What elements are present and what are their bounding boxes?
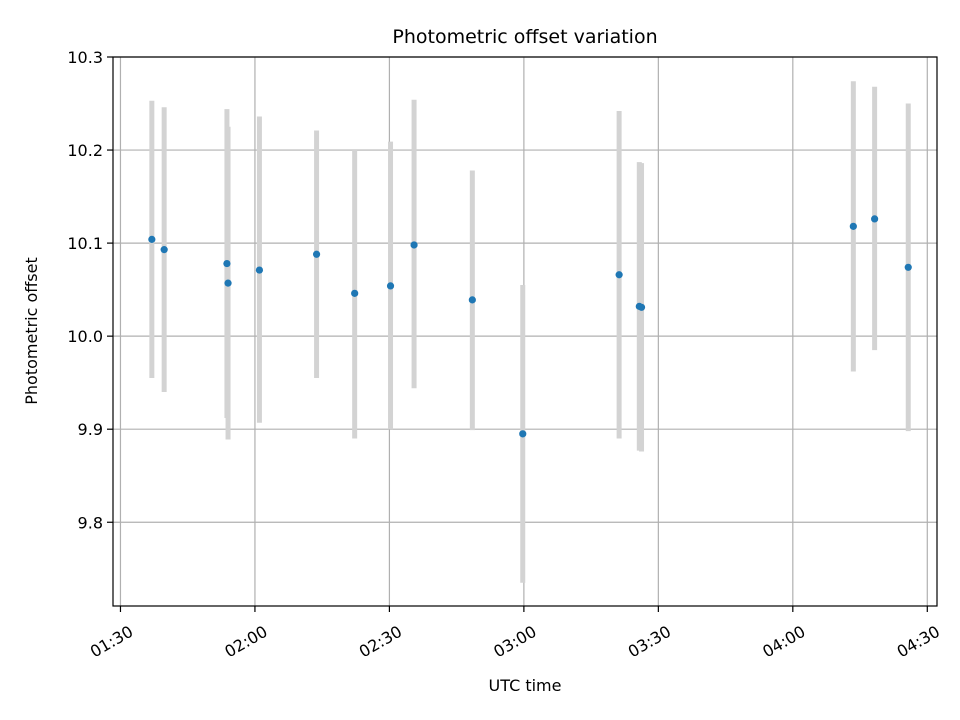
point-layer bbox=[148, 215, 912, 438]
data-point bbox=[312, 250, 321, 258]
y-tick-label: 9.9 bbox=[78, 420, 103, 439]
y-tick-label: 10.0 bbox=[67, 327, 103, 346]
data-point bbox=[519, 430, 527, 438]
data-point bbox=[637, 303, 646, 311]
y-axis-label: Photometric offset bbox=[22, 257, 41, 405]
data-point bbox=[468, 296, 476, 304]
data-point bbox=[410, 241, 418, 249]
data-point bbox=[904, 263, 912, 271]
data-point bbox=[615, 271, 623, 279]
data-point bbox=[351, 289, 359, 297]
data-point bbox=[849, 222, 857, 230]
y-tick-label: 10.2 bbox=[67, 141, 103, 160]
plot-frame bbox=[112, 56, 938, 607]
data-point bbox=[148, 235, 156, 243]
data-point bbox=[224, 279, 232, 287]
data-point bbox=[223, 259, 231, 268]
x-axis-label: UTC time bbox=[489, 676, 562, 695]
data-point bbox=[871, 215, 879, 223]
y-tick-label: 10.3 bbox=[67, 48, 103, 67]
data-point bbox=[386, 282, 395, 290]
chart-title: Photometric offset variation bbox=[392, 26, 657, 48]
y-tick-label: 10.1 bbox=[67, 234, 103, 253]
data-point bbox=[255, 266, 264, 274]
data-point bbox=[160, 246, 168, 254]
y-tick-label: 9.8 bbox=[78, 513, 103, 532]
